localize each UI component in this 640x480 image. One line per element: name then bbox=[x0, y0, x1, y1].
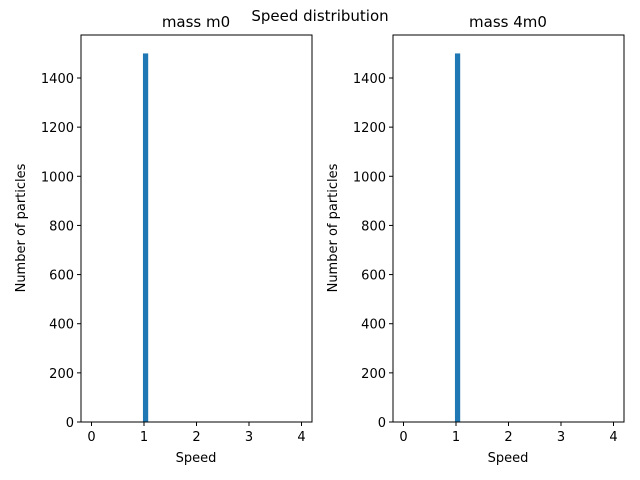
subplot-title: mass 4m0 bbox=[469, 13, 547, 31]
y-tick-label: 0 bbox=[66, 416, 74, 431]
x-axis-label: Speed bbox=[176, 451, 217, 466]
x-tick-label: 2 bbox=[192, 430, 200, 445]
y-axis-label: Number of particles bbox=[326, 163, 341, 292]
y-tick-label: 1400 bbox=[41, 72, 74, 87]
histogram-bar-0 bbox=[454, 53, 461, 423]
x-tick-label: 1 bbox=[452, 430, 460, 445]
axes-frame bbox=[80, 34, 313, 423]
y-tick-label: 1400 bbox=[353, 72, 386, 87]
y-tick-label: 600 bbox=[361, 269, 386, 284]
x-tick-label: 4 bbox=[297, 430, 305, 445]
x-axis-label: Speed bbox=[488, 451, 529, 466]
y-tick-label: 1000 bbox=[41, 170, 74, 185]
figure-suptitle: Speed distribution bbox=[251, 7, 388, 25]
y-tick-label: 1000 bbox=[353, 170, 386, 185]
x-tick-label: 3 bbox=[245, 430, 253, 445]
y-tick-label: 600 bbox=[49, 269, 74, 284]
y-tick-label: 400 bbox=[361, 318, 386, 333]
y-tick-label: 800 bbox=[361, 219, 386, 234]
y-tick-label: 200 bbox=[49, 367, 74, 382]
x-tick-label: 4 bbox=[609, 430, 617, 445]
x-tick-label: 2 bbox=[504, 430, 512, 445]
x-tick-label: 0 bbox=[399, 430, 407, 445]
y-axis-label: Number of particles bbox=[14, 163, 29, 292]
y-tick-label: 0 bbox=[378, 416, 386, 431]
y-tick-label: 200 bbox=[361, 367, 386, 382]
x-tick-label: 3 bbox=[557, 430, 565, 445]
x-tick-label: 0 bbox=[87, 430, 95, 445]
subplot-mass-4m0: mass 4m0 Speed Number of particles 0 1 2 3 4… bbox=[326, 13, 625, 466]
y-tick-label: 400 bbox=[49, 318, 74, 333]
y-tick-label: 1200 bbox=[353, 121, 386, 136]
y-tick-label: 800 bbox=[49, 219, 74, 234]
subplot-mass-m0: mass m0 Speed Number of particles 0 1 2 3 40… bbox=[14, 13, 313, 466]
subplot-title: mass m0 bbox=[162, 13, 230, 31]
x-tick-label: 1 bbox=[140, 430, 148, 445]
y-tick-label: 1200 bbox=[41, 121, 74, 136]
axes-frame bbox=[392, 34, 625, 423]
histogram-bar-0 bbox=[142, 53, 149, 423]
